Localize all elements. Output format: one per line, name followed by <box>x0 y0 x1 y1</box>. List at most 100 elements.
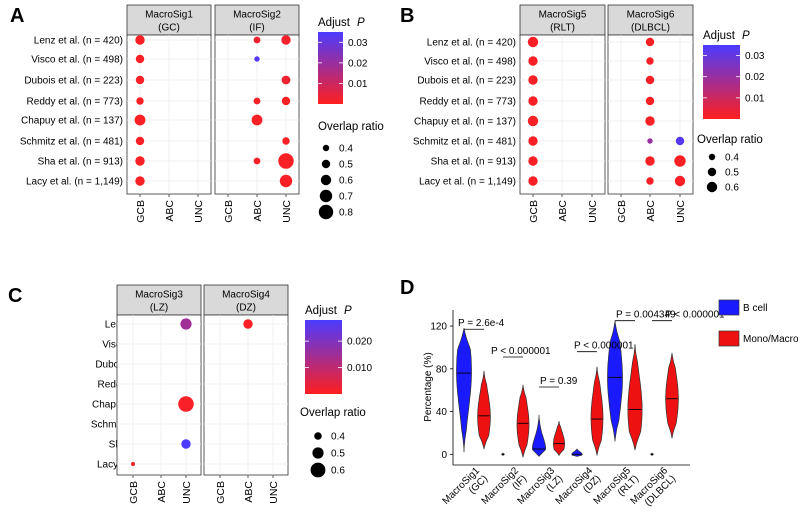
dot-gcb-study-1 <box>528 56 538 66</box>
pvalue-label: P < 0.000001 <box>665 310 725 321</box>
y-tick-label: 80 <box>436 364 448 375</box>
dot-gcb-study-5 <box>135 136 145 146</box>
dot-unc-study-7 <box>279 174 293 188</box>
size-legend-title: Overlap ratio <box>300 407 366 419</box>
dot-abc-study-5 <box>647 138 653 144</box>
x-tick-label: GCB <box>528 200 540 223</box>
y-axis-label: Percentage (%) <box>423 352 434 421</box>
pvalue-label: P = 0.39 <box>540 376 578 387</box>
dot-abc-study-1 <box>254 56 260 62</box>
color-legend-label: 0.01 <box>348 79 368 90</box>
dot-abc-study-3 <box>645 96 655 106</box>
color-legend-title: Adjust <box>318 17 351 29</box>
size-legend-dot <box>322 144 330 152</box>
dot-gcb-study-0 <box>135 35 145 45</box>
x-tick-label: ABC <box>557 200 569 222</box>
x-tick-label: GCB <box>616 200 628 223</box>
dot-unc-study-0 <box>281 35 291 45</box>
dot-unc-study-6 <box>278 153 294 169</box>
violin-mono-macro-1 <box>516 384 530 458</box>
size-legend-label: 0.7 <box>339 192 353 203</box>
size-legend-label: 0.5 <box>725 168 739 179</box>
y-tick-label: Schmitz et al. (n = 481) <box>20 137 123 148</box>
dot-abc-study-4 <box>251 114 263 126</box>
dot-gcb-study-2 <box>135 75 145 85</box>
dot-gcb-study-7 <box>135 176 145 186</box>
dot-abc-study-3 <box>253 97 261 105</box>
facet-title: MacroSig5 <box>539 10 587 21</box>
dot-unc-study-2 <box>281 75 291 85</box>
color-legend-label: 0.01 <box>745 93 765 104</box>
color-legend-title: Adjust <box>305 305 338 317</box>
color-legend-bar <box>305 320 342 394</box>
color-legend-bar <box>318 32 343 104</box>
dot-gcb-study-6 <box>135 156 145 166</box>
size-legend-label: 0.4 <box>331 432 345 443</box>
facet-subtitle: (DLBCL) <box>631 23 670 34</box>
x-tick-label: ABC <box>252 200 264 222</box>
dot-unc-study-4 <box>178 396 194 412</box>
size-legend-label: 0.5 <box>339 160 353 171</box>
y-tick-label: Visco et al. (n = 498) <box>31 55 123 66</box>
size-legend-title: Overlap ratio <box>697 134 763 146</box>
dot-gcb-study-3 <box>136 97 144 105</box>
size-legend-title: Overlap ratio <box>318 121 384 133</box>
dot-abc-study-6 <box>645 156 655 166</box>
y-tick-label: Sha et al. (n = 913) <box>38 157 123 168</box>
violin-mono-macro-5 <box>665 352 679 439</box>
facet-strip <box>203 284 289 316</box>
facet-subtitle: (DZ) <box>236 303 256 314</box>
y-tick-label: Chapuy et al. (n = 137) <box>21 116 123 127</box>
y-tick-label: Visco et al. (n = 498) <box>424 57 516 68</box>
x-tick-label: ABC <box>164 200 176 222</box>
dot-gcb-study-2 <box>528 75 538 85</box>
color-legend-label: 0.02 <box>745 72 765 83</box>
x-tick-label: UNC <box>587 200 599 223</box>
y-tick-label: Lenz et al. (n = 420) <box>34 36 123 47</box>
dot-gcb-study-7 <box>131 462 135 466</box>
pvalue-label: P < 0.000001 <box>491 346 551 357</box>
pvalue-label: P = 2.6e-4 <box>458 318 505 329</box>
color-legend-label: 0.020 <box>347 337 372 348</box>
x-tick-label: GCB <box>223 200 235 223</box>
size-legend-label: 0.4 <box>725 153 739 164</box>
y-tick-label: Schmitz et al. (n = 481) <box>413 137 516 148</box>
panel-b-dotplot: Lenz et al. (n = 420) Visco et al. (n = 4… <box>413 4 765 223</box>
dot-abc-study-7 <box>646 177 654 185</box>
y-tick-label: Chapuy et al. (n = 137) <box>414 117 516 128</box>
dot-unc-study-5 <box>282 137 290 145</box>
legend-label: Mono/Macro <box>743 334 799 345</box>
dot-abc-study-1 <box>646 57 654 65</box>
x-tick-label: GCB <box>215 481 227 504</box>
size-legend-label: 0.8 <box>339 208 353 219</box>
facet-title: MacroSig4 <box>222 290 270 301</box>
y-tick-label: 40 <box>436 407 448 418</box>
size-legend-label: 0.6 <box>331 466 345 477</box>
size-legend-label: 0.6 <box>339 176 353 187</box>
size-legend-dot <box>314 432 322 440</box>
y-tick-label: Dubois et al. (n = 223) <box>417 76 516 87</box>
color-legend-title-italic: P <box>357 17 365 29</box>
size-legend-label: 0.6 <box>725 183 739 194</box>
y-tick-label: Reddy et al. (n = 773) <box>27 97 123 108</box>
dot-unc-study-7 <box>674 175 686 187</box>
size-legend-dot <box>318 204 334 220</box>
size-legend-dot <box>707 167 717 177</box>
color-legend-label: 0.03 <box>745 51 765 62</box>
facet-plot-area <box>203 314 289 476</box>
dot-unc-study-3 <box>281 96 291 106</box>
size-legend-dot <box>320 174 332 186</box>
dot-abc-study-0 <box>645 37 655 47</box>
facet-subtitle: (IF) <box>249 23 265 34</box>
x-tick-label: UNC <box>193 200 205 223</box>
color-legend-label: 0.03 <box>348 38 368 49</box>
color-legend-label: 0.02 <box>348 58 368 69</box>
color-legend-title: Adjust <box>703 30 736 42</box>
panel-a-dotplot: Lenz et al. (n = 420) Visco et al. (n = 4… <box>20 4 384 223</box>
dot-gcb-study-4 <box>527 115 539 127</box>
size-legend-dot <box>319 189 333 203</box>
facet-title: MacroSig1 <box>145 10 193 21</box>
y-tick-label: Sha et al. (n = 913) <box>431 157 516 168</box>
violin-b-cell-2 <box>531 414 547 457</box>
